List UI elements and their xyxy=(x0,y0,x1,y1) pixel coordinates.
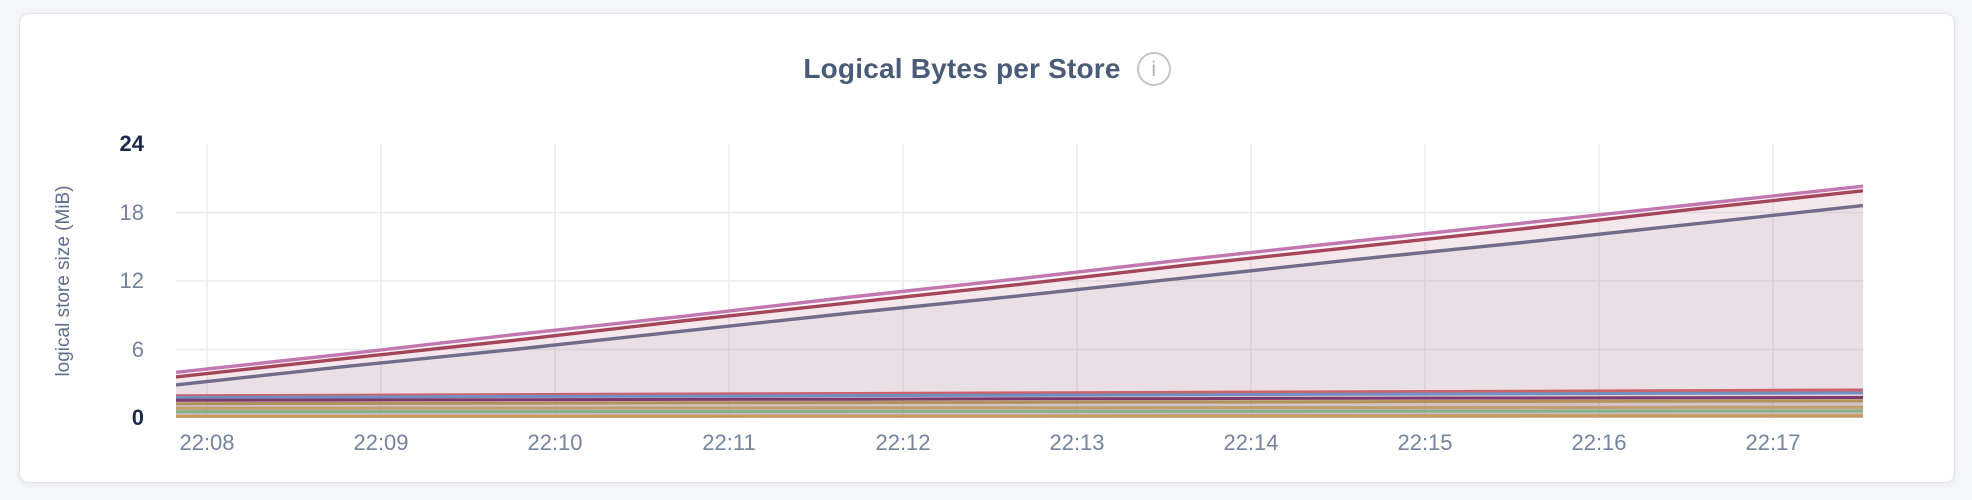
area-fill-store-3 xyxy=(176,205,1863,418)
x-tick-label: 22:12 xyxy=(875,430,931,455)
series-line-store-2 xyxy=(176,189,1863,379)
y-tick-label: 0 xyxy=(131,405,144,430)
chart-title: Logical Bytes per Store xyxy=(803,53,1121,84)
x-tick-label: 22:15 xyxy=(1397,430,1453,455)
y-tick-label: 12 xyxy=(119,268,144,293)
series-line-store-1 xyxy=(176,184,1863,374)
area-fill-store-2 xyxy=(176,190,1863,418)
info-icon-glyph: i xyxy=(1151,57,1156,81)
area-fill-store-7 xyxy=(176,400,1863,418)
series-line-store-8 xyxy=(176,405,1863,410)
series-line-store-7 xyxy=(176,399,1863,406)
chart-header: Logical Bytes per Store i xyxy=(20,52,1954,86)
y-axis: 24 18 12 6 0 xyxy=(20,14,144,484)
series-line-store-4 xyxy=(176,388,1863,398)
chart-card: Logical Bytes per Store i logical store … xyxy=(19,13,1955,483)
series-line-store-10 xyxy=(176,414,1863,418)
x-tick-label: 22:08 xyxy=(179,430,235,455)
series-line-store-9 xyxy=(176,409,1863,414)
x-tick-label: 22:10 xyxy=(527,430,583,455)
x-tick-label: 22:16 xyxy=(1571,430,1627,455)
y-tick-label: 18 xyxy=(119,199,144,225)
x-axis: 22:08 22:09 22:10 22:11 22:12 22:13 22:14 22:15… xyxy=(176,430,1863,460)
x-tick-label: 22:09 xyxy=(353,430,409,455)
chart-plot-svg[interactable] xyxy=(176,144,1863,418)
y-tick-label: 24 xyxy=(119,131,144,156)
chart-plot[interactable] xyxy=(176,144,1863,418)
info-icon[interactable]: i xyxy=(1136,52,1171,86)
x-tick-label: 22:17 xyxy=(1745,430,1801,455)
x-tick-label: 22:13 xyxy=(1049,430,1105,455)
series-line-store-5 xyxy=(176,391,1863,399)
y-tick-label: 6 xyxy=(131,336,144,362)
series-line-store-6 xyxy=(176,396,1863,402)
series-line-store-3 xyxy=(176,203,1863,387)
area-fill-store-1 xyxy=(176,186,1863,418)
x-tick-label: 22:11 xyxy=(702,430,756,455)
x-tick-label: 22:14 xyxy=(1223,430,1279,455)
